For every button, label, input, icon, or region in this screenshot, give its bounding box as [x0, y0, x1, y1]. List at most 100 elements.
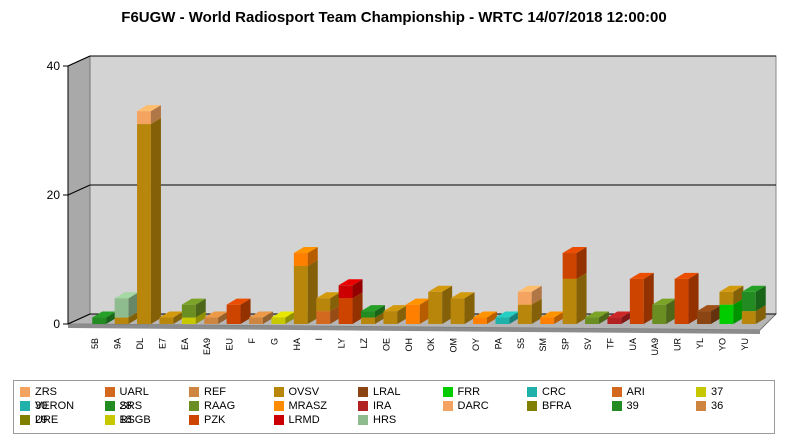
bar-segment-side	[531, 285, 542, 305]
bar-segment	[697, 311, 711, 324]
bar-segment	[271, 317, 286, 324]
gridline	[67, 184, 91, 196]
legend-label: RAAG	[204, 399, 236, 412]
legend-label: CRC	[542, 385, 566, 398]
x-tick-label: YO	[717, 338, 727, 351]
legend-item: 39	[611, 399, 639, 412]
bar-segment-side	[195, 311, 206, 324]
bar-segment-side	[173, 311, 184, 324]
x-tick-label: G	[269, 338, 279, 345]
bar-segment-side	[106, 311, 117, 324]
x-tick-label: EA9	[202, 338, 212, 355]
bar-segment-side	[352, 279, 363, 299]
legend-item: MRASZ	[273, 399, 327, 412]
bar-segment	[361, 317, 375, 324]
x-tick-label: 9A	[113, 338, 123, 349]
bar-segment	[137, 124, 151, 324]
bar-segment-side	[330, 305, 341, 324]
bar-segment-top	[495, 311, 520, 318]
bar-segment-top	[674, 272, 699, 279]
bar-segment	[652, 304, 667, 324]
legend-swatch	[104, 414, 115, 425]
bar-segment	[293, 265, 308, 324]
legend-label: 36	[711, 399, 724, 412]
bar-segment-top	[562, 247, 587, 254]
legend-label: LRAL	[373, 385, 401, 398]
x-tick-label: OY	[471, 338, 481, 351]
chart-plot: 0 20 40 5B 9A DL E7 EA EA9 EU F G HA I LY LZ OE OH OK OM OY P…	[47, 55, 778, 356]
bar-segment-top	[697, 305, 721, 312]
legend-label: 28	[119, 399, 132, 412]
bar-segment-side	[576, 247, 587, 279]
bar-segment	[585, 317, 599, 324]
legend-label: SRS	[119, 399, 143, 412]
bar-segment	[607, 317, 622, 324]
legend-label: 30	[35, 399, 48, 412]
bar-segment-top	[383, 305, 408, 312]
legend-label: LRMD	[288, 413, 320, 426]
bar-segment-side	[755, 285, 766, 312]
bar-segment-side	[464, 292, 475, 324]
legend-swatch	[527, 400, 537, 411]
bar-segment-top	[585, 311, 609, 318]
x-tick-label: E7	[157, 338, 167, 349]
bar-segment-side	[150, 105, 161, 125]
bar-segment	[405, 304, 420, 324]
legend-swatch	[104, 386, 115, 397]
legend-swatch	[189, 386, 199, 397]
bar-segment-top	[338, 279, 363, 286]
bar-segment-side	[150, 118, 161, 324]
bar-segment-side	[262, 311, 273, 324]
legend-swatch	[189, 400, 199, 411]
bar-segment	[428, 291, 443, 324]
bar-segment	[159, 317, 174, 324]
bar-segment-top	[607, 311, 632, 318]
legend-swatch	[104, 400, 115, 411]
bar-segment-side	[598, 311, 609, 324]
legend-label: BFRA	[542, 399, 572, 412]
bar-segment	[361, 311, 375, 318]
bar-segment	[316, 298, 331, 312]
legend-item: LRAL	[358, 385, 401, 398]
bar-segment	[338, 285, 353, 299]
bar-segment-top	[226, 298, 251, 305]
legend-item: FRR	[442, 385, 480, 398]
x-tick-label: UR	[673, 338, 683, 351]
bar-segment-side	[240, 298, 251, 324]
legend-swatch	[696, 400, 706, 411]
legend-label: 29	[35, 413, 48, 426]
legend-swatch	[20, 400, 30, 411]
bar-segment-side	[195, 298, 206, 318]
legend-swatch	[696, 386, 706, 397]
bar-segment	[316, 311, 331, 324]
bar-segment-side	[621, 311, 632, 324]
legend-item: VERON	[20, 399, 74, 412]
x-tick-label: UA	[628, 338, 638, 351]
x-tick-label: UA9	[650, 338, 660, 356]
bar-segment-top	[540, 311, 565, 318]
bar-segment-side	[419, 298, 430, 324]
x-tick-label: LY	[337, 338, 347, 348]
bar-segment	[181, 304, 196, 318]
bar-segment-side	[128, 311, 139, 324]
bar-segment-top	[652, 298, 677, 305]
bar-segment-side	[442, 285, 453, 324]
legend-swatch	[358, 414, 368, 425]
bar-segment-side	[531, 298, 542, 324]
x-tick-label: SM	[538, 338, 548, 352]
legend-swatch	[20, 386, 30, 397]
bar-segment-top	[741, 285, 766, 292]
legend-label: UARL	[119, 385, 149, 398]
x-tick-label: OK	[426, 338, 436, 351]
bar-segment	[293, 253, 308, 266]
bar-segment-top	[204, 311, 229, 318]
bar-segment-side	[486, 311, 497, 324]
bar-segment-side	[509, 311, 520, 324]
x-tick-label: YL	[695, 338, 705, 349]
x-tick-label: OM	[449, 338, 459, 353]
bar-segment-side	[307, 259, 318, 324]
bar-segment-top	[271, 311, 296, 318]
legend-item: 37	[696, 385, 723, 398]
bar-segment-side	[128, 292, 139, 318]
bar-segment-side	[374, 305, 385, 318]
